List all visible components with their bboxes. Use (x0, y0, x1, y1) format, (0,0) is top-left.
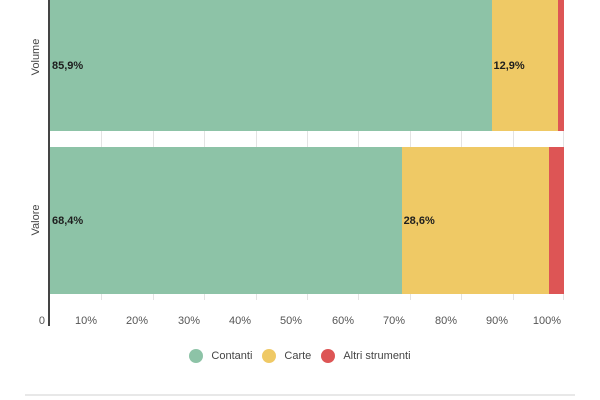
legend-item-altri[interactable]: Altri strumenti (321, 349, 411, 363)
x-tick: 50% (279, 315, 302, 327)
x-tick: 80% (434, 315, 457, 327)
value-label: 28,6% (403, 214, 435, 227)
legend-item-contanti[interactable]: Contanti (189, 349, 252, 363)
segment-valore-contanti[interactable]: 68,4% (50, 147, 402, 294)
plot-area: 85,9% 12,9% 68,4% 28,6% (50, 0, 564, 300)
x-tick: 100% (532, 315, 561, 327)
circle-icon (262, 349, 277, 363)
bar-volume[interactable]: 85,9% 12,9% (50, 0, 564, 131)
bar-valore[interactable]: 68,4% 28,6% (50, 147, 564, 294)
x-tick: 40% (228, 315, 251, 327)
x-tick: 60% (331, 315, 354, 327)
legend: Contanti Carte Altri strumenti (0, 349, 600, 363)
category-label-volume: Volume (30, 38, 42, 76)
x-tick: 10% (74, 315, 97, 327)
category-label-valore: Valore (30, 204, 42, 236)
y-axis-line (48, 0, 50, 326)
value-label: 68,4% (52, 214, 84, 227)
segment-valore-altri[interactable] (548, 147, 564, 294)
x-tick: 0 (38, 315, 45, 327)
value-label: 12,9% (493, 59, 525, 72)
legend-label: Contanti (211, 350, 253, 362)
legend-item-carte[interactable]: Carte (262, 349, 311, 363)
divider (25, 394, 575, 396)
legend-label: Carte (284, 350, 312, 362)
legend-label: Altri strumenti (343, 350, 411, 362)
segment-volume-carte[interactable]: 12,9% (491, 0, 558, 131)
x-tick: 90% (485, 315, 508, 327)
segment-valore-carte[interactable]: 28,6% (401, 147, 549, 294)
x-tick: 20% (125, 315, 148, 327)
x-tick: 30% (177, 315, 200, 327)
circle-icon (189, 349, 204, 363)
segment-volume-altri[interactable] (557, 0, 564, 131)
segment-volume-contanti[interactable]: 85,9% (50, 0, 492, 131)
value-label: 85,9% (52, 59, 84, 72)
circle-icon (321, 349, 336, 363)
x-tick: 70% (382, 315, 405, 327)
